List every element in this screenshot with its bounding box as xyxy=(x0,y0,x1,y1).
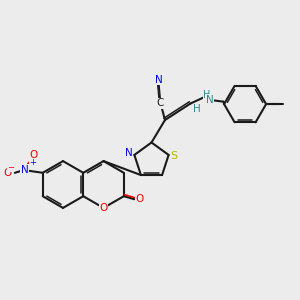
Text: O: O xyxy=(136,194,144,204)
Text: N: N xyxy=(206,95,214,105)
Text: H: H xyxy=(193,104,201,115)
Text: H: H xyxy=(203,90,211,100)
Text: O: O xyxy=(99,203,108,213)
Text: O: O xyxy=(30,150,38,161)
Text: C: C xyxy=(156,98,163,109)
Text: −: − xyxy=(8,163,14,172)
Text: +: + xyxy=(29,158,36,167)
Text: S: S xyxy=(170,152,178,161)
Text: N: N xyxy=(154,75,162,85)
Text: N: N xyxy=(21,165,28,175)
Text: O: O xyxy=(4,168,12,178)
Text: N: N xyxy=(125,148,133,158)
